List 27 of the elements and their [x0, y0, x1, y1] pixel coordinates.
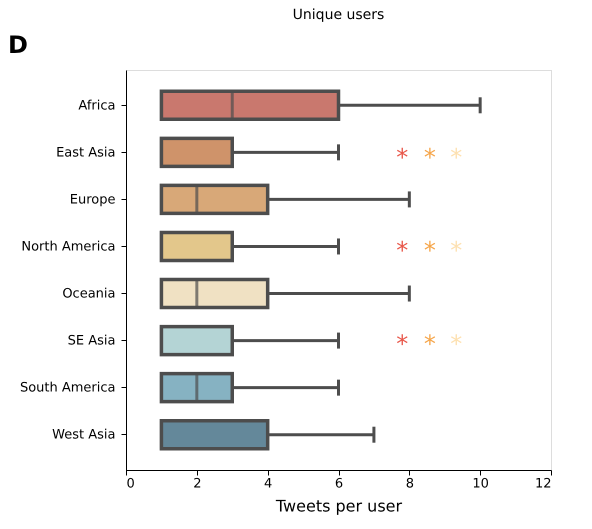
y-tick-label: South America [20, 380, 116, 396]
x-tick-label: 8 [406, 476, 414, 492]
x-axis-title: Tweets per user [274, 496, 402, 516]
chart-title: Unique users [292, 7, 384, 23]
y-tick-label: Europe [70, 192, 116, 208]
annotation: * [424, 330, 436, 358]
y-tick-label: East Asia [56, 145, 116, 160]
x-tick-label: 4 [264, 476, 272, 492]
annotation: * [424, 144, 436, 172]
x-tick-label: 12 [534, 476, 552, 492]
x-tick-label: 6 [334, 476, 344, 492]
text: D [8, 31, 28, 59]
annotation: * [450, 330, 462, 358]
y-tick-label: Africa [78, 98, 116, 114]
annotation: * [396, 236, 408, 265]
y-tick-label: Oceania [62, 286, 116, 302]
annotation: * [396, 330, 408, 358]
y-tick-label: North America [21, 239, 116, 254]
x-tick-label: 10 [472, 476, 489, 492]
y-tick-label: SE Asia [68, 334, 116, 349]
annotation: * [396, 144, 408, 172]
x-tick-label: 2 [193, 476, 202, 492]
x-tick-label: 0 [126, 476, 135, 492]
annotation: * [450, 236, 462, 265]
annotation: * [450, 144, 462, 172]
annotation: * [424, 236, 436, 265]
y-tick-label: West Asia [52, 428, 116, 443]
